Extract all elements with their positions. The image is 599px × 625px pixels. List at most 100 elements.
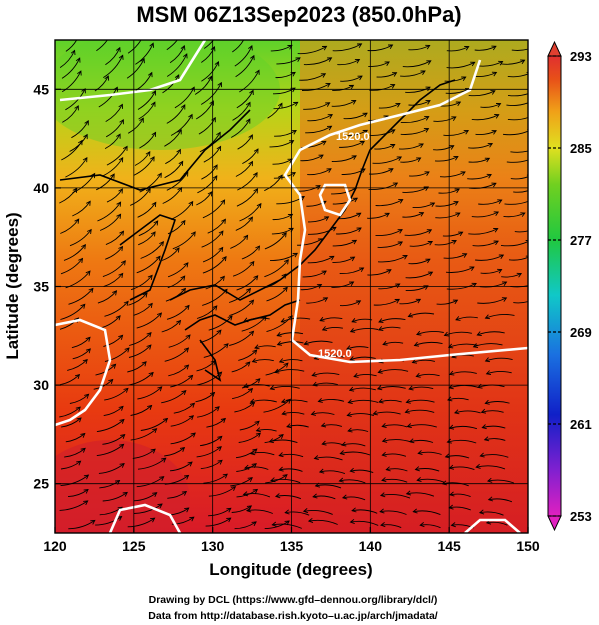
streamline-463: [99, 506, 123, 516]
colorbar: 293 285 277 269 261 253: [547, 40, 592, 532]
streamline-296: [128, 332, 152, 346]
streamline-arrow-284: [227, 315, 233, 321]
streamline-arrow-307: [472, 343, 479, 348]
streamline-223: [508, 256, 528, 261]
streamline-arrow-293: [476, 331, 482, 337]
streamline-arrow-324: [141, 361, 147, 367]
streamline-410: [196, 446, 222, 458]
streamline-470: [303, 509, 333, 515]
streamline-19: [234, 45, 253, 67]
streamline-174: [272, 214, 293, 221]
streamline-arrow-310: [146, 344, 152, 350]
streamline-arrow-464: [157, 503, 163, 509]
streamline-arrow-82: [494, 114, 500, 119]
streamline-406: [64, 448, 86, 458]
streamline-429: [350, 469, 374, 474]
streamline-arrow-252: [88, 287, 94, 293]
streamline-265: [513, 301, 528, 304]
streamline-454: [243, 493, 271, 498]
streamline-338: [128, 372, 154, 386]
streamline-arrow-137: [460, 171, 466, 176]
streamline-405: [484, 438, 506, 441]
y-tick-label-30: 30: [33, 377, 49, 393]
streamline-arrow-384: [255, 427, 262, 433]
streamline-arrow-485: [349, 518, 355, 525]
streamline-218: [332, 256, 355, 263]
streamline-arrow-258: [282, 286, 288, 292]
streamline-375: [405, 409, 435, 413]
streamline-arrow-313: [252, 349, 258, 355]
streamline-100: [139, 132, 156, 149]
streamline-arrow-50: [348, 84, 355, 90]
streamline-arrow-100: [151, 131, 157, 137]
streamline-arrow-481: [251, 521, 257, 527]
streamline-arrow-31: [182, 53, 188, 59]
colorbar-tick-label-285: 285: [570, 141, 592, 156]
streamline-arrow-215: [255, 245, 261, 251]
streamline-192: [404, 229, 432, 236]
streamline-469: [285, 511, 310, 516]
streamline-256: [202, 289, 228, 306]
streamline-284: [208, 315, 233, 331]
streamline-arrow-138: [486, 173, 492, 179]
streamline-arrow-487: [419, 522, 425, 528]
streamline-170: [137, 202, 157, 218]
streamline-arrow-130: [212, 164, 218, 170]
streamline-232: [339, 267, 364, 275]
streamline-342: [243, 384, 270, 388]
streamline-196: [69, 229, 92, 247]
streamline-215: [241, 245, 260, 260]
streamline-arrow-373: [346, 411, 352, 417]
streamline-arrow-236: [497, 268, 503, 274]
streamline-274: [319, 317, 343, 322]
streamline-arrow-386: [320, 422, 327, 428]
streamline-29: [103, 55, 124, 78]
streamline-261: [373, 299, 400, 306]
streamline-arrow-453: [252, 488, 259, 494]
streamline-arrow-300: [254, 344, 260, 350]
streamline-arrow-360: [378, 398, 384, 404]
streamline-350: [69, 393, 89, 404]
streamline-357: [281, 399, 308, 403]
streamline-314: [252, 359, 274, 363]
streamline-457: [342, 496, 366, 501]
streamline-328: [265, 362, 289, 376]
streamline-254: [128, 292, 148, 306]
streamline-arrow-217: [329, 255, 335, 261]
streamline-arrow-250: [501, 281, 508, 287]
streamline-arrow-292: [443, 331, 450, 337]
streamline-160: [276, 196, 305, 205]
streamline-arrow-66: [425, 100, 431, 105]
streamline-291: [416, 330, 444, 336]
streamline-458: [380, 493, 411, 499]
streamline-arrow-98: [83, 133, 88, 140]
streamline-arrow-51: [390, 84, 396, 89]
streamline-311: [164, 347, 189, 362]
streamline-387: [347, 429, 369, 432]
streamline-339: [170, 375, 193, 388]
streamline-arrow-23: [384, 61, 390, 66]
streamline-arrow-338: [148, 371, 154, 377]
streamline-334: [449, 371, 477, 375]
streamline-arrow-55: [530, 91, 535, 95]
streamline-130: [201, 164, 218, 180]
streamline-236: [480, 269, 502, 274]
streamline-arrow-203: [317, 238, 324, 243]
streamline-260: [339, 300, 361, 307]
y-tick-label-35: 35: [33, 279, 49, 295]
streamline-arrow-421: [119, 463, 125, 468]
x-tick-label-140: 140: [359, 538, 383, 554]
streamline-380: [140, 418, 168, 431]
streamline-arrow-480: [226, 517, 232, 523]
streamline-arrow-182: [74, 218, 80, 224]
streamline-319: [412, 359, 436, 363]
streamline-arrow-264: [501, 297, 508, 302]
streamline-7: [297, 46, 327, 55]
streamline-285: [241, 316, 267, 332]
streamline-arrow-299: [249, 330, 255, 336]
streamline-arrow-267: [123, 300, 129, 306]
streamline-arrow-21: [326, 57, 333, 62]
y-tick-label-25: 25: [33, 476, 49, 492]
y-axis-label: Latitude (degrees): [3, 212, 22, 359]
streamline-372: [311, 412, 335, 415]
